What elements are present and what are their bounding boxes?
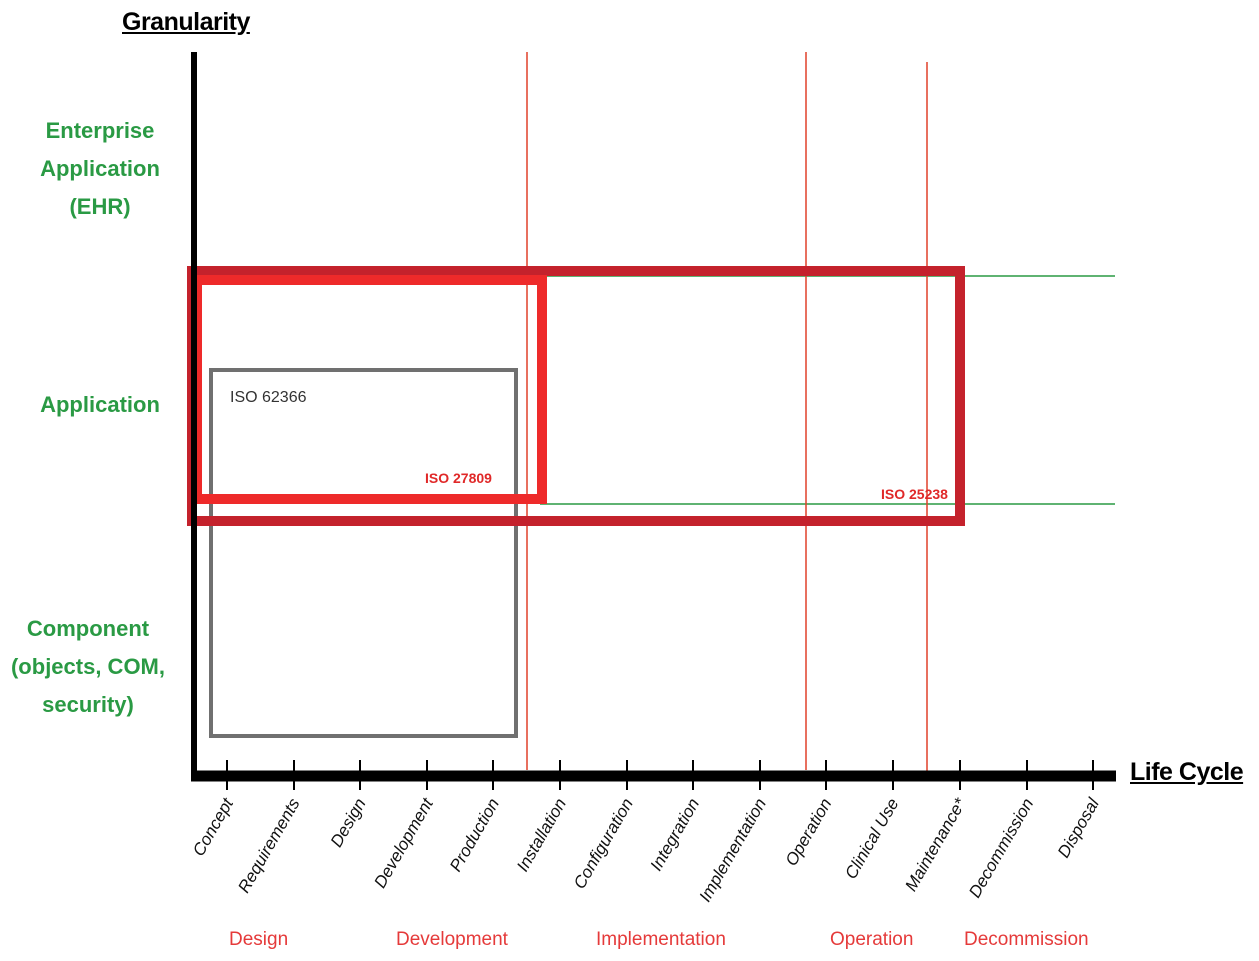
granularity-enterprise-line-3: (EHR) xyxy=(69,194,131,219)
granularity-component: Component (objects, COM, security) xyxy=(0,610,176,724)
granularity-enterprise-line-1: Enterprise xyxy=(45,118,155,143)
iso-62366-box xyxy=(209,368,518,738)
phase-implementation: Implementation xyxy=(596,929,726,950)
granularity-application-line-1: Application xyxy=(40,392,160,417)
iso-25238-label: ISO 25238 xyxy=(881,486,948,502)
x-axis-title: Life Cycle xyxy=(1130,758,1244,786)
iso-25238-box xyxy=(187,266,965,526)
iso-27809-label: ISO 27809 xyxy=(425,470,492,486)
phase-design: Design xyxy=(229,929,289,950)
granularity-enterprise-line-2: Application xyxy=(40,156,160,181)
granularity-component-line-1: Component xyxy=(26,616,150,641)
phase-development: Development xyxy=(396,929,508,950)
phase-operation: Operation xyxy=(830,929,914,950)
y-axis-title: Granularity xyxy=(122,8,250,36)
granularity-application: Application xyxy=(20,386,180,424)
granularity-component-line-3: security) xyxy=(42,692,134,717)
granularity-enterprise-application: Enterprise Application (EHR) xyxy=(20,112,180,226)
x-axis-ticks xyxy=(226,760,1094,790)
iso-62366-label: ISO 62366 xyxy=(230,389,307,406)
granularity-component-line-2: (objects, COM, xyxy=(10,654,165,679)
phase-decommission: Decommission xyxy=(964,929,1089,950)
